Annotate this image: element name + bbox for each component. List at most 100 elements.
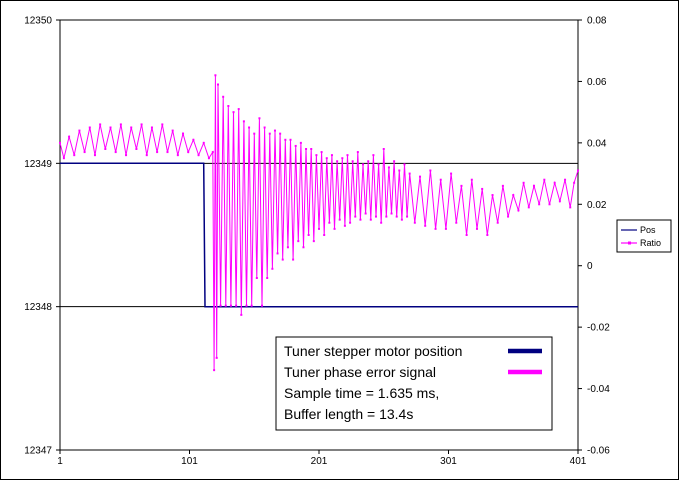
series-point-ratio bbox=[187, 151, 190, 154]
series-point-ratio bbox=[192, 138, 195, 141]
series-point-ratio bbox=[150, 126, 153, 129]
series-point-ratio bbox=[338, 218, 341, 221]
series-point-ratio bbox=[119, 123, 122, 126]
series-point-ratio bbox=[253, 132, 256, 135]
series-point-ratio bbox=[161, 123, 164, 126]
series-point-ratio bbox=[289, 138, 292, 141]
series-point-ratio bbox=[408, 172, 411, 175]
series-point-ratio bbox=[305, 148, 308, 150]
series-point-ratio bbox=[369, 218, 372, 221]
annotation-line: Sample time = 1.635 ms, bbox=[284, 385, 439, 401]
series-point-ratio bbox=[569, 206, 572, 209]
x-tick-label: 201 bbox=[311, 456, 328, 467]
series-point-ratio bbox=[564, 178, 567, 181]
series-point-ratio bbox=[362, 163, 365, 166]
series-point-ratio bbox=[527, 206, 530, 209]
series-point-ratio bbox=[439, 178, 442, 181]
series-point-ratio bbox=[297, 240, 300, 243]
series-point-ratio bbox=[229, 304, 232, 307]
series-point-ratio bbox=[323, 234, 326, 236]
series-point-ratio bbox=[145, 154, 148, 157]
series-point-ratio bbox=[320, 151, 323, 154]
series-point-ratio bbox=[171, 129, 174, 132]
series-point-ratio bbox=[307, 234, 310, 236]
series-point-ratio bbox=[328, 221, 331, 224]
series-point-ratio bbox=[279, 132, 282, 135]
x-tick-label: 301 bbox=[440, 456, 457, 467]
series-point-ratio bbox=[176, 154, 179, 157]
series-point-ratio bbox=[276, 252, 279, 255]
annotation-frame bbox=[275, 336, 553, 431]
series-point-ratio bbox=[245, 304, 248, 307]
series-point-ratio bbox=[216, 83, 219, 86]
series-point-ratio bbox=[312, 240, 315, 243]
left-tick-label: 12347 bbox=[24, 446, 52, 457]
series-point-ratio bbox=[413, 221, 416, 224]
series-point-ratio bbox=[351, 160, 354, 163]
series-line-ratio bbox=[59, 75, 579, 371]
series-point-ratio bbox=[266, 277, 269, 279]
series-point-ratio bbox=[429, 169, 432, 172]
series-point-ratio bbox=[372, 154, 375, 157]
series-point-ratio bbox=[302, 246, 305, 249]
series-point-ratio bbox=[434, 227, 437, 230]
series-point-ratio bbox=[341, 157, 344, 160]
series-point-ratio bbox=[553, 181, 556, 184]
series-point-ratio bbox=[235, 304, 238, 307]
series-point-ratio bbox=[255, 277, 258, 279]
series-point-ratio bbox=[315, 154, 318, 157]
series-point-ratio bbox=[354, 215, 357, 218]
right-tick-label: -0.04 bbox=[587, 384, 610, 395]
series-point-ratio bbox=[219, 304, 222, 307]
series-point-ratio bbox=[356, 151, 359, 154]
series-line-pos bbox=[60, 162, 578, 308]
series-point-ratio bbox=[215, 356, 218, 359]
series-point-ratio bbox=[364, 212, 367, 215]
series-point-ratio bbox=[114, 151, 117, 154]
series-point-ratio bbox=[577, 169, 579, 172]
series-point-ratio bbox=[140, 123, 143, 126]
series-point-ratio bbox=[532, 184, 535, 187]
series-point-ratio bbox=[548, 203, 551, 206]
series-point-ratio bbox=[481, 187, 484, 190]
series-point-ratio bbox=[125, 154, 128, 157]
series-point-ratio bbox=[385, 215, 388, 218]
series-point-ratio bbox=[156, 151, 159, 154]
series-point-ratio bbox=[380, 221, 383, 224]
series-point-ratio bbox=[237, 108, 240, 111]
right-tick-label: 0 bbox=[587, 261, 593, 272]
annotation-line: Tuner phase error signal bbox=[284, 364, 436, 380]
series-point-ratio bbox=[78, 129, 81, 132]
series-point-ratio bbox=[135, 148, 138, 150]
series-point-ratio bbox=[182, 132, 185, 135]
series-point-ratio bbox=[242, 120, 245, 123]
series-point-ratio bbox=[263, 126, 266, 129]
series-point-ratio bbox=[496, 221, 499, 224]
series-point-ratio bbox=[261, 304, 264, 307]
series-point-ratio bbox=[343, 224, 346, 227]
right-tick-label: -0.06 bbox=[587, 446, 610, 457]
series-point-ratio bbox=[310, 148, 313, 150]
right-tick-label: 0.08 bbox=[587, 16, 607, 27]
series-point-ratio bbox=[400, 218, 403, 221]
series-point-ratio bbox=[273, 129, 276, 132]
annotation-box: Tuner stepper motor position Tuner phase … bbox=[275, 336, 553, 431]
right-tick-label: 0.02 bbox=[587, 200, 607, 211]
series-point-ratio bbox=[522, 181, 525, 184]
series-point-ratio bbox=[109, 126, 112, 129]
series-point-ratio bbox=[382, 148, 385, 150]
series-point-ratio bbox=[501, 184, 504, 187]
annotation-line: Buffer length = 13.4s bbox=[284, 406, 413, 422]
series-point-ratio bbox=[232, 111, 235, 114]
series-point-ratio bbox=[104, 148, 107, 150]
series-point-ratio bbox=[460, 184, 463, 187]
series-point-ratio bbox=[377, 163, 380, 166]
series-point-ratio bbox=[374, 215, 377, 218]
series-point-ratio bbox=[475, 227, 478, 230]
series-point-ratio bbox=[294, 144, 297, 147]
legend-marker-ratio bbox=[628, 241, 631, 245]
series-point-ratio bbox=[359, 218, 362, 221]
series-point-ratio bbox=[318, 227, 320, 230]
series-point-ratio bbox=[284, 138, 287, 141]
